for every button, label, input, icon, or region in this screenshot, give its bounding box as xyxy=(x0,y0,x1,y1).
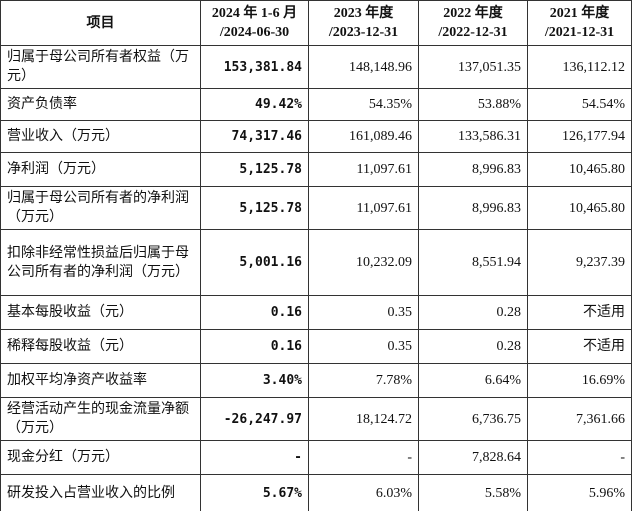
value-cell: 11,097.61 xyxy=(308,152,419,187)
row-label: 扣除非经常性损益后归属于母公司所有者的净利润（万元） xyxy=(0,229,201,296)
row-label: 经营活动产生的现金流量净额（万元） xyxy=(0,397,201,441)
row-label: 营业收入（万元） xyxy=(0,120,201,153)
value-cell: 153,381.84 xyxy=(200,45,309,89)
value-cell: 10,465.80 xyxy=(527,152,632,187)
table-row: 归属于母公司所有者权益（万元） 153,381.84 148,148.96 137,0… xyxy=(0,45,632,89)
value-cell: 10,465.80 xyxy=(527,186,632,230)
table-row: 营业收入（万元） 74,317.46 161,089.46 133,586.31 126… xyxy=(0,120,632,153)
value-cell: 0.28 xyxy=(418,329,528,364)
row-label: 净利润（万元） xyxy=(0,152,201,187)
table-row: 净利润（万元） 5,125.78 11,097.61 8,996.83 10,465.8… xyxy=(0,152,632,187)
value-cell: 137,051.35 xyxy=(418,45,528,89)
value-cell: 5.67% xyxy=(200,474,309,511)
row-label: 基本每股收益（元） xyxy=(0,295,201,330)
value-cell: 6.03% xyxy=(308,474,419,511)
header-cell: 项目 xyxy=(0,0,201,46)
value-cell: 不适用 xyxy=(527,295,632,330)
value-cell: 8,551.94 xyxy=(418,229,528,296)
table-row: 加权平均净资产收益率 3.40% 7.78% 6.64% 16.69% xyxy=(0,363,632,398)
value-cell: 10,232.09 xyxy=(308,229,419,296)
value-cell: - xyxy=(200,440,309,475)
value-cell: 9,237.39 xyxy=(527,229,632,296)
value-cell: 161,089.46 xyxy=(308,120,419,153)
value-cell: 0.35 xyxy=(308,295,419,330)
value-cell: 3.40% xyxy=(200,363,309,398)
row-label: 现金分红（万元） xyxy=(0,440,201,475)
value-cell: 54.35% xyxy=(308,88,419,121)
value-cell: 49.42% xyxy=(200,88,309,121)
table-row: 基本每股收益（元） 0.16 0.35 0.28 不适用 xyxy=(0,295,632,330)
value-cell: 5.58% xyxy=(418,474,528,511)
value-cell: 53.88% xyxy=(418,88,528,121)
table-row: 扣除非经常性损益后归属于母公司所有者的净利润（万元） 5,001.16 10,232… xyxy=(0,229,632,296)
value-cell: 7.78% xyxy=(308,363,419,398)
value-cell: 11,097.61 xyxy=(308,186,419,230)
value-cell: 0.28 xyxy=(418,295,528,330)
value-cell: 0.35 xyxy=(308,329,419,364)
value-cell: 不适用 xyxy=(527,329,632,364)
table-row: 经营活动产生的现金流量净额（万元） -26,247.97 18,124.72 6,73… xyxy=(0,397,632,441)
header-cell: 2022 年度 /2022-12-31 xyxy=(418,0,528,46)
value-cell: 126,177.94 xyxy=(527,120,632,153)
row-label: 归属于母公司所有者权益（万元） xyxy=(0,45,201,89)
value-cell: -26,247.97 xyxy=(200,397,309,441)
value-cell: - xyxy=(527,440,632,475)
value-cell: 5.96% xyxy=(527,474,632,511)
table-body: 归属于母公司所有者权益（万元） 153,381.84 148,148.96 137,0… xyxy=(0,45,632,511)
value-cell: 5,125.78 xyxy=(200,152,309,187)
table-row: 资产负债率 49.42% 54.35% 53.88% 54.54% xyxy=(0,88,632,121)
value-cell: - xyxy=(308,440,419,475)
value-cell: 133,586.31 xyxy=(418,120,528,153)
table-row: 现金分红（万元） - -7,828.64- xyxy=(0,440,632,475)
value-cell: 6.64% xyxy=(418,363,528,398)
value-cell: 8,996.83 xyxy=(418,152,528,187)
value-cell: 6,736.75 xyxy=(418,397,528,441)
value-cell: 54.54% xyxy=(527,88,632,121)
value-cell: 148,148.96 xyxy=(308,45,419,89)
row-label: 归属于母公司所有者的净利润（万元） xyxy=(0,186,201,230)
value-cell: 7,361.66 xyxy=(527,397,632,441)
header-cell: 2024 年 1-6 月 /2024-06-30 xyxy=(200,0,309,46)
header-cell: 2021 年度 /2021-12-31 xyxy=(527,0,632,46)
value-cell: 16.69% xyxy=(527,363,632,398)
row-label: 研发投入占营业收入的比例 xyxy=(0,474,201,511)
row-label: 加权平均净资产收益率 xyxy=(0,363,201,398)
row-label: 稀释每股收益（元） xyxy=(0,329,201,364)
table-row: 归属于母公司所有者的净利润（万元） 5,125.78 11,097.61 8,996.… xyxy=(0,186,632,230)
table-row: 研发投入占营业收入的比例 5.67% 6.03% 5.58% 5.96% xyxy=(0,474,632,511)
value-cell: 136,112.12 xyxy=(527,45,632,89)
header-cell: 2023 年度 /2023-12-31 xyxy=(308,0,419,46)
value-cell: 5,125.78 xyxy=(200,186,309,230)
value-cell: 8,996.83 xyxy=(418,186,528,230)
value-cell: 0.16 xyxy=(200,329,309,364)
value-cell: 5,001.16 xyxy=(200,229,309,296)
value-cell: 74,317.46 xyxy=(200,120,309,153)
value-cell: 7,828.64 xyxy=(418,440,528,475)
header-row: 项目 2024 年 1-6 月 /2024-06-30 2023 年度 /2023-… xyxy=(0,0,632,46)
row-label: 资产负债率 xyxy=(0,88,201,121)
value-cell: 18,124.72 xyxy=(308,397,419,441)
value-cell: 0.16 xyxy=(200,295,309,330)
table-row: 稀释每股收益（元） 0.16 0.35 0.28 不适用 xyxy=(0,329,632,364)
